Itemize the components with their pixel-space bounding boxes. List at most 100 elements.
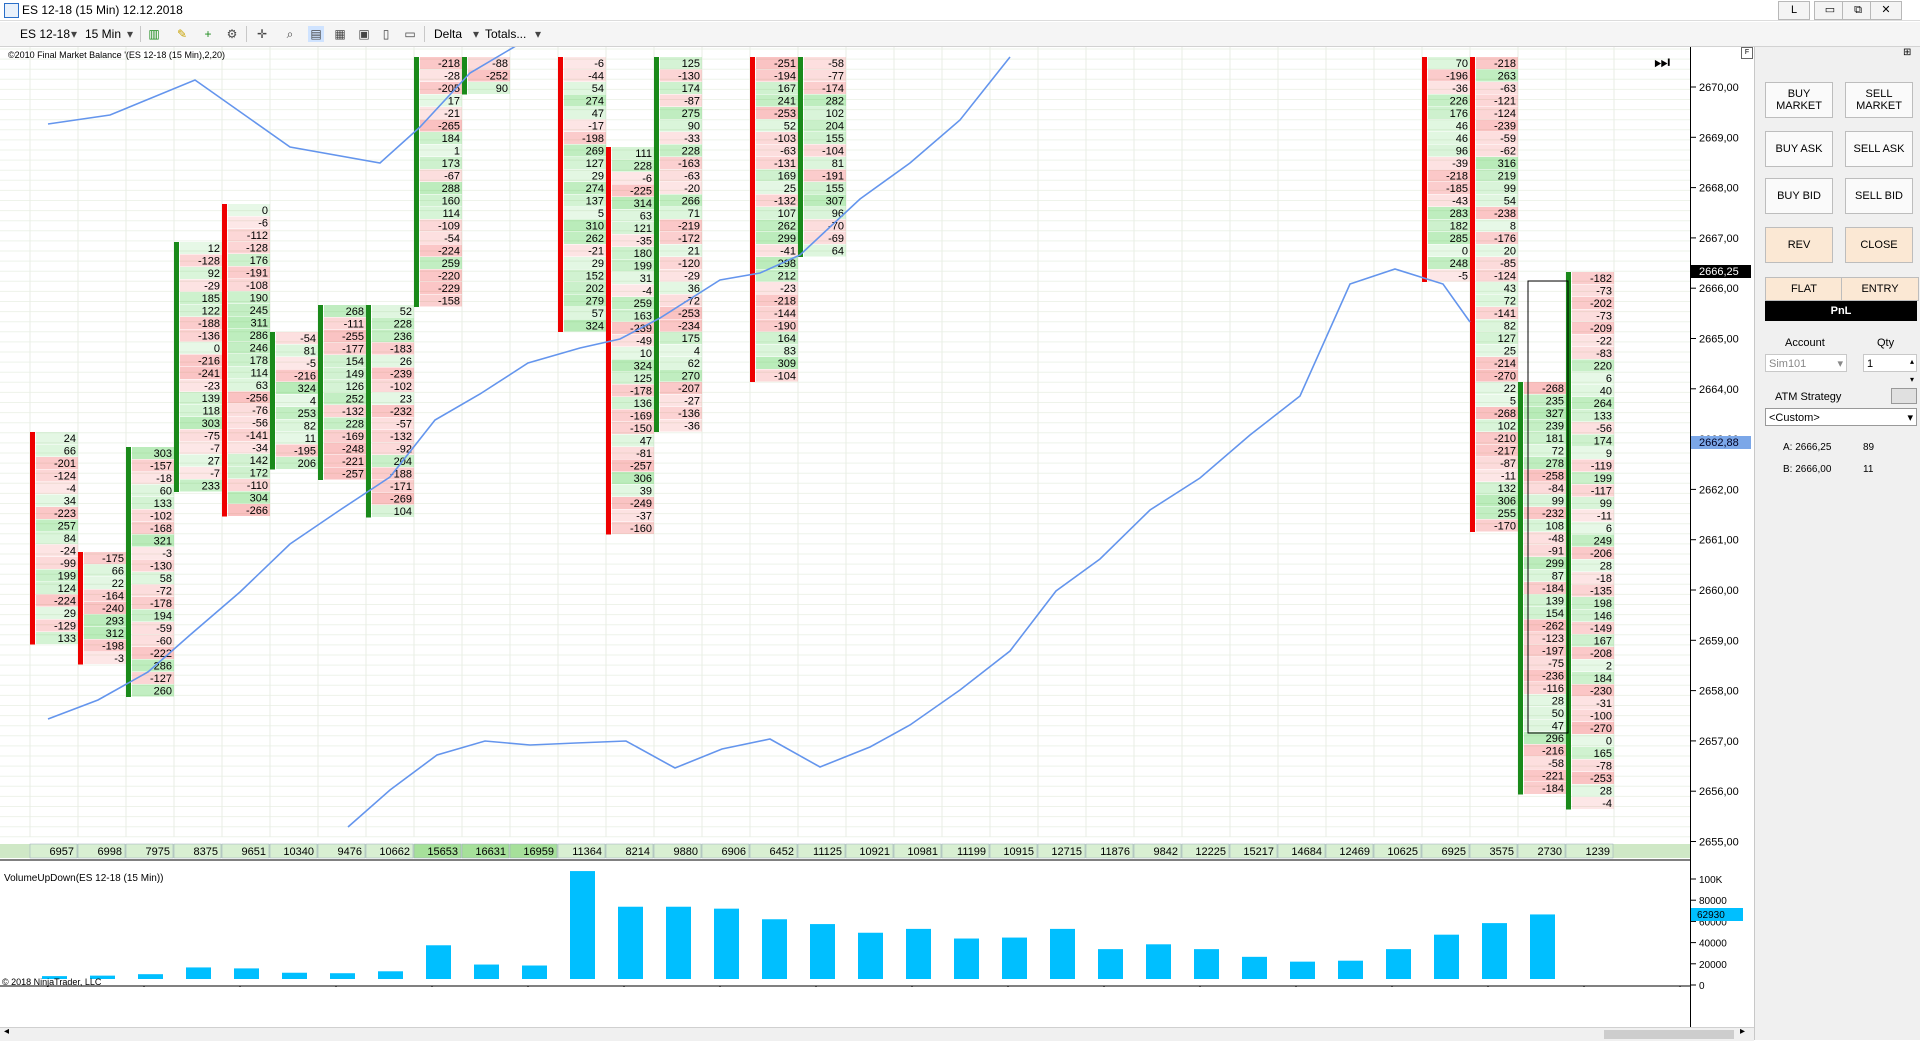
window-icon[interactable]: ▭ <box>404 27 416 41</box>
data-box-icon[interactable]: ▯ <box>382 27 390 41</box>
footprint-cell <box>36 619 78 632</box>
crosshair-icon[interactable]: ✛ <box>256 27 268 41</box>
footprint-value: -91 <box>1548 546 1564 558</box>
footprint-value: -182 <box>1590 273 1612 285</box>
flat-button[interactable]: FLAT <box>1765 277 1843 301</box>
footprint-cell <box>324 430 366 442</box>
footprint-cell <box>228 454 270 466</box>
instrument-selector[interactable]: ES 12-18 <box>20 27 71 41</box>
entry-button[interactable]: ENTRY <box>1841 277 1919 301</box>
scroll-left-icon[interactable]: ◂ <box>4 1026 10 1037</box>
footprint-cell <box>1572 572 1614 584</box>
footprint-cell <box>1476 119 1518 132</box>
footprint-value: 20 <box>1504 246 1516 258</box>
footprint-cell <box>372 342 414 355</box>
footprint-cell <box>564 182 606 194</box>
footprint-value: -229 <box>438 283 460 295</box>
panel-toggle-icon[interactable]: F <box>1741 47 1753 59</box>
footprint-value: -87 <box>684 96 700 108</box>
account-select[interactable]: Sim101 ▾ <box>1765 354 1847 372</box>
footprint-value: -39 <box>1452 158 1468 170</box>
footprint-cell <box>612 284 654 297</box>
interval-selector[interactable]: 15 Min <box>85 27 122 41</box>
footprint-cell <box>756 219 798 232</box>
footprint-value: 298 <box>778 258 796 270</box>
footprint-cell <box>1572 709 1614 722</box>
horizontal-scrollbar[interactable]: ◂ ▸ <box>0 1026 1754 1041</box>
sell-ask-button[interactable]: SELL ASK <box>1845 131 1913 167</box>
price-axis[interactable]: 2670,00 2669,00 2668,00 2667,00 2666,00 2665,… <box>1690 47 1755 1040</box>
footprint-cell <box>1572 484 1614 497</box>
scroll-right-icon[interactable]: ▸ <box>1740 1026 1746 1037</box>
footprint-value: 23 <box>400 394 412 406</box>
chevron-down-icon[interactable]: ▾ <box>534 27 542 41</box>
properties-icon[interactable]: ▣ <box>358 27 370 41</box>
footprint-value: 72 <box>1552 446 1564 458</box>
footprint-value: -63 <box>780 146 796 158</box>
price-chart[interactable]: 2466-201-124-434-22325784-24-99199124-22… <box>0 26 1694 1005</box>
footprint-cell <box>660 357 702 369</box>
volume-tag <box>1691 908 1743 921</box>
footprint-cell <box>1524 444 1566 457</box>
footprint-cell <box>84 564 126 577</box>
footprint-value: -238 <box>1494 208 1516 220</box>
footprint-cell <box>660 344 702 357</box>
volume-bar <box>522 965 547 979</box>
footprint-value: 28 <box>1600 786 1612 798</box>
strategy-icon[interactable]: ⚙ <box>226 27 238 41</box>
qty-value: 1 <box>1867 358 1874 370</box>
chart-trader-icon[interactable]: ▤ <box>308 26 324 42</box>
footprint-cell <box>756 319 798 332</box>
stepper-icon[interactable]: ▴ ▾ <box>1909 357 1914 384</box>
bar-type-icon[interactable]: ▥ <box>148 27 160 41</box>
footprint-value: 262 <box>586 233 604 245</box>
footprint-value: 39 <box>640 486 652 498</box>
footprint-value: 8 <box>1510 221 1516 233</box>
footprint-cell <box>36 569 78 582</box>
skip-to-end-icon[interactable]: ⏭ <box>1654 52 1671 72</box>
atm-options-button[interactable] <box>1891 388 1917 404</box>
drawing-tool-icon[interactable]: ✎ <box>176 27 188 41</box>
footprint-value: -119 <box>1591 461 1612 473</box>
footprint-cell <box>1572 547 1614 559</box>
footprint-value: -157 <box>150 461 172 473</box>
reverse-button[interactable]: REV <box>1765 227 1833 263</box>
totals-selector[interactable]: Totals... <box>485 27 527 41</box>
footprint-cell <box>612 484 654 497</box>
delta-selector[interactable]: Delta <box>434 27 463 41</box>
link-button[interactable]: L <box>1778 1 1810 20</box>
close-position-button[interactable]: CLOSE <box>1845 227 1913 263</box>
add-indicator-icon[interactable]: + <box>204 27 212 41</box>
buy-ask-button[interactable]: BUY ASK <box>1765 131 1833 167</box>
close-window-button[interactable]: ✕ <box>1870 1 1902 20</box>
sell-bid-button[interactable]: SELL BID <box>1845 178 1913 214</box>
footprint-value: 29 <box>592 171 604 183</box>
collapse-icon[interactable]: ⊞ <box>1903 47 1912 58</box>
volume-tag-value: 62930 <box>1697 910 1725 921</box>
footprint-value: -216 <box>294 371 316 383</box>
chevron-down-icon[interactable]: ▾ <box>70 27 78 41</box>
footprint-cell <box>1572 459 1614 472</box>
footprint-value: -253 <box>1590 773 1612 785</box>
order-entry-icon[interactable]: ▦ <box>334 27 346 41</box>
buy-market-button[interactable]: BUY MARKET <box>1765 82 1833 118</box>
buy-bid-button[interactable]: BUY BID <box>1765 178 1833 214</box>
footprint-cell <box>420 294 462 307</box>
footprint-value: 259 <box>634 298 652 310</box>
chart-area[interactable]: 24 66 -201 -124 -4 34 -223 257 84 -24 -99 199 124 -22… <box>0 26 1694 1005</box>
qty-input[interactable]: 1 ▴ ▾ <box>1863 354 1917 384</box>
bar-total-cell <box>605 843 654 859</box>
scrollbar-thumb[interactable] <box>1604 1030 1734 1039</box>
footprint-cell <box>1428 207 1470 219</box>
footprint-cell <box>1428 82 1470 94</box>
atm-strategy-select[interactable]: <Custom> ▾ <box>1765 408 1917 426</box>
chevron-down-icon[interactable]: ▾ <box>126 27 134 41</box>
footprint-value: 22 <box>112 578 124 590</box>
bar-total-cell <box>1421 843 1470 859</box>
footprint-value: 255 <box>1498 508 1516 520</box>
footprint-cell <box>564 219 606 232</box>
zoom-icon[interactable]: ⌕ <box>286 27 294 41</box>
chevron-down-icon[interactable]: ▾ <box>472 27 480 41</box>
sell-market-button[interactable]: SELL MARKET <box>1845 82 1913 118</box>
footprint-value: 92 <box>208 268 220 280</box>
